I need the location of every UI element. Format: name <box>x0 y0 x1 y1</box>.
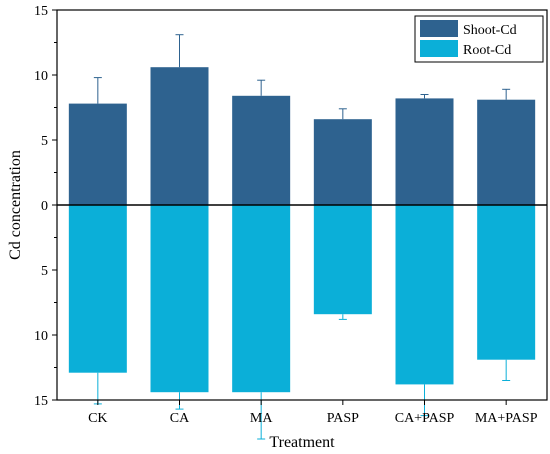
y-tick-label-5: 10 <box>34 329 48 344</box>
x-tick-label-4: CA+PASP <box>395 411 455 426</box>
y-tick-label-3: 0 <box>41 199 48 214</box>
x-axis: CK CA MA PASP CA+PASP MA+PASP <box>88 400 538 426</box>
legend-swatch-root-cd <box>420 40 458 57</box>
x-tick-label-2: MA <box>250 411 273 426</box>
bar-root-cd-5 <box>477 205 536 360</box>
y-tick-label-2: 5 <box>41 134 48 149</box>
x-tick-label-5: MA+PASP <box>475 411 538 426</box>
legend: Shoot-Cd Root-Cd <box>414 15 544 63</box>
bar-root-cd-2 <box>232 205 291 393</box>
bar-root-cd-0 <box>68 205 127 373</box>
legend-label-root-cd: Root-Cd <box>463 43 511 58</box>
bars-layer <box>68 67 536 393</box>
y-axis: 15 10 5 0 5 10 15 <box>34 4 57 409</box>
bar-shoot-cd-4 <box>395 98 454 205</box>
bar-shoot-cd-2 <box>232 95 291 205</box>
y-tick-label-4: 5 <box>41 264 48 279</box>
bar-shoot-cd-0 <box>68 103 127 205</box>
bar-root-cd-3 <box>313 205 372 315</box>
legend-swatch-shoot-cd <box>420 20 458 37</box>
bar-root-cd-4 <box>395 205 454 385</box>
bar-shoot-cd-5 <box>477 99 536 205</box>
x-tick-label-0: CK <box>88 411 107 426</box>
y-tick-label-1: 10 <box>34 69 48 84</box>
bar-root-cd-1 <box>150 205 209 393</box>
y-tick-label-0: 15 <box>34 4 48 19</box>
y-tick-label-6: 15 <box>34 394 48 409</box>
x-axis-title: Treatment <box>269 434 335 451</box>
y-axis-title: Cd concentration <box>7 150 24 260</box>
x-tick-label-1: CA <box>170 411 190 426</box>
x-tick-label-3: PASP <box>327 411 359 426</box>
legend-label-shoot-cd: Shoot-Cd <box>463 23 517 38</box>
bar-shoot-cd-1 <box>150 67 209 205</box>
bar-shoot-cd-3 <box>313 119 372 205</box>
